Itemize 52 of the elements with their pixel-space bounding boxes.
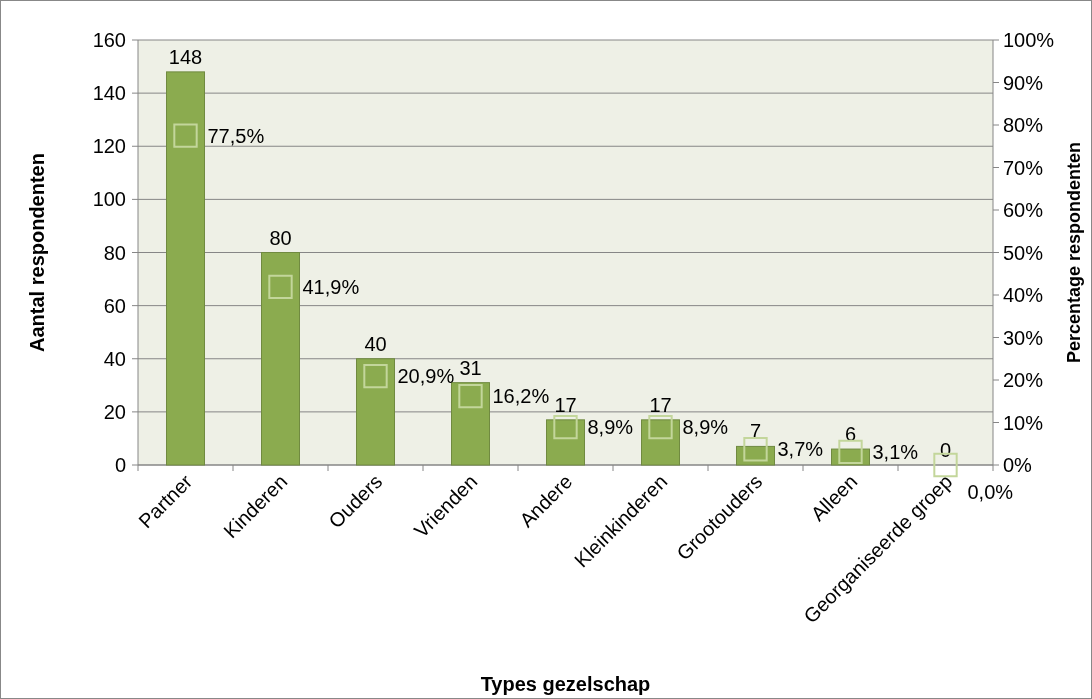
y-tick-label: 0 <box>114 454 126 476</box>
x-axis-title: Types gezelschap <box>480 673 651 695</box>
y-tick-label: 120 <box>92 135 126 158</box>
y2-tick-label: 40% <box>1003 284 1044 306</box>
y2-tick-label: 0% <box>1003 454 1033 476</box>
data-label: 148 <box>168 45 203 68</box>
y2-tick-label: 30% <box>1003 326 1044 349</box>
y-tick-label: 60 <box>103 294 126 317</box>
y2-tick-label: 80% <box>1003 114 1044 136</box>
y-axis-title: Aantal respondenten <box>26 153 48 352</box>
bar <box>356 358 395 466</box>
y2-tick-label: 90% <box>1003 71 1044 94</box>
data-label: 31 <box>459 356 482 379</box>
y2-tick-label: 70% <box>1003 156 1044 179</box>
y-tick-label: 100 <box>92 188 126 211</box>
data-label: 40 <box>364 332 387 355</box>
bar <box>641 419 680 466</box>
y2-axis-title: Percentage respondenten <box>1064 141 1084 364</box>
point <box>553 414 578 440</box>
y-tick-label: 80 <box>103 241 126 264</box>
point <box>268 274 293 300</box>
data-label: 20,9% <box>397 365 455 388</box>
y2-tick-label: 10% <box>1003 411 1044 434</box>
bar <box>546 419 585 466</box>
y-tick-label: 40 <box>103 347 126 370</box>
bar <box>166 71 205 466</box>
data-label: 8,9% <box>587 416 634 439</box>
y2-tick-label: 60% <box>1003 199 1044 221</box>
y-tick-label: 160 <box>92 29 126 51</box>
point <box>838 439 863 465</box>
y-tick-label: 20 <box>103 400 126 423</box>
data-label: 80 <box>269 226 292 249</box>
data-label: 17 <box>554 393 577 416</box>
y2-tick-label: 100% <box>1003 29 1055 51</box>
data-label: 7 <box>749 420 762 443</box>
data-label: 3,1% <box>872 440 919 463</box>
y2-tick-label: 50% <box>1003 241 1044 264</box>
point <box>173 123 198 148</box>
data-label: 17 <box>649 393 672 416</box>
data-label: 16,2% <box>492 385 550 408</box>
data-label: 41,9% <box>302 275 360 298</box>
data-label: 0,0% <box>967 481 1014 503</box>
bar <box>261 252 300 466</box>
point <box>648 414 673 440</box>
y2-tick-label: 20% <box>1003 369 1044 391</box>
point <box>743 437 768 462</box>
data-label: 3,7% <box>777 438 824 461</box>
data-label: 8,9% <box>682 416 729 439</box>
data-label: 77,5% <box>207 124 265 147</box>
y-tick-label: 140 <box>92 82 126 105</box>
point <box>363 363 388 389</box>
point <box>458 383 483 409</box>
